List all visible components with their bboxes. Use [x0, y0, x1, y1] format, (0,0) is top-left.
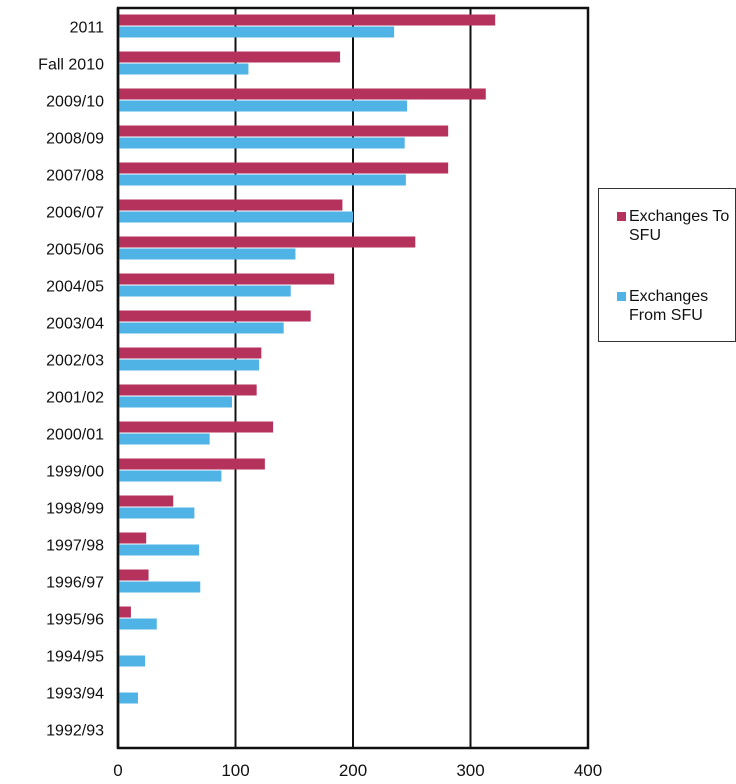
bar-exchanges-to-sfu: [118, 495, 174, 507]
bar-exchanges-from-sfu: [118, 359, 259, 371]
y-category-label: 2008/09: [46, 131, 104, 148]
bar-exchanges-to-sfu: [118, 606, 131, 618]
y-category-label: 2002/03: [46, 353, 104, 370]
legend-swatch-from-sfu: [617, 292, 626, 301]
bar-exchanges-to-sfu: [118, 236, 416, 248]
y-category-label: 1994/95: [46, 649, 104, 666]
bar-exchanges-from-sfu: [118, 544, 200, 556]
x-tick-label-100: 100: [221, 761, 249, 780]
bar-exchanges-to-sfu: [118, 347, 262, 359]
y-category-label: 1999/00: [46, 464, 104, 481]
legend-swatch-to-sfu: [617, 212, 626, 221]
y-category-label: 2003/04: [46, 316, 104, 333]
bar-exchanges-from-sfu: [118, 581, 201, 593]
bar-exchanges-to-sfu: [118, 421, 274, 433]
bar-exchanges-from-sfu: [118, 248, 296, 260]
bar-exchanges-from-sfu: [118, 692, 138, 704]
x-tick-label-0: 0: [113, 761, 122, 780]
bar-exchanges-from-sfu: [118, 618, 157, 630]
bar-exchanges-to-sfu: [118, 199, 343, 211]
bar-exchanges-from-sfu: [118, 322, 284, 334]
bar-exchanges-to-sfu: [118, 51, 341, 63]
y-category-label: 2007/08: [46, 168, 104, 185]
bar-exchanges-from-sfu: [118, 100, 408, 112]
y-category-label: 1992/93: [46, 723, 104, 740]
y-category-label: 1997/98: [46, 538, 104, 555]
bar-exchanges-from-sfu: [118, 63, 249, 75]
y-category-label: 2009/10: [46, 94, 104, 111]
x-tick-label-200: 200: [339, 761, 367, 780]
bar-exchanges-to-sfu: [118, 14, 496, 26]
chart-legend: Exchanges To SFU Exchanges From SFU: [598, 188, 736, 342]
y-category-label: 1996/97: [46, 575, 104, 592]
bar-exchanges-from-sfu: [118, 507, 195, 519]
bar-exchanges-from-sfu: [118, 655, 146, 667]
bar-exchanges-from-sfu: [118, 285, 291, 297]
bar-exchanges-to-sfu: [118, 88, 486, 100]
bar-exchanges-from-sfu: [118, 174, 406, 186]
y-category-label: 2000/01: [46, 427, 104, 444]
bar-exchanges-to-sfu: [118, 162, 449, 174]
bar-exchanges-from-sfu: [118, 211, 353, 223]
bar-exchanges-from-sfu: [118, 470, 222, 482]
bar-exchanges-to-sfu: [118, 273, 335, 285]
y-category-label: Fall 2010: [38, 57, 104, 74]
bar-exchanges-from-sfu: [118, 433, 210, 445]
y-category-label: 1998/99: [46, 501, 104, 518]
bar-exchanges-to-sfu: [118, 310, 311, 322]
bar-exchanges-from-sfu: [118, 26, 395, 38]
y-category-label: 2001/02: [46, 390, 104, 407]
y-category-label: 2006/07: [46, 205, 104, 222]
legend-label-from-sfu: Exchanges From SFU: [629, 288, 709, 324]
x-tick-label-300: 300: [456, 761, 484, 780]
y-category-label: 1993/94: [46, 686, 104, 703]
bar-exchanges-to-sfu: [118, 125, 449, 137]
bar-exchanges-from-sfu: [118, 396, 232, 408]
bar-exchanges-from-sfu: [118, 137, 405, 149]
bar-exchanges-to-sfu: [118, 532, 147, 544]
bar-exchanges-to-sfu: [118, 569, 149, 581]
legend-label-to-sfu: Exchanges To SFU: [629, 208, 730, 244]
y-category-label: 2011: [70, 20, 105, 37]
bar-exchanges-to-sfu: [118, 384, 257, 396]
y-category-label: 2004/05: [46, 279, 104, 296]
bar-exchanges-to-sfu: [118, 458, 265, 470]
y-category-label: 1995/96: [46, 612, 104, 629]
x-tick-label-400: 400: [574, 761, 602, 780]
y-category-label: 2005/06: [46, 242, 104, 259]
